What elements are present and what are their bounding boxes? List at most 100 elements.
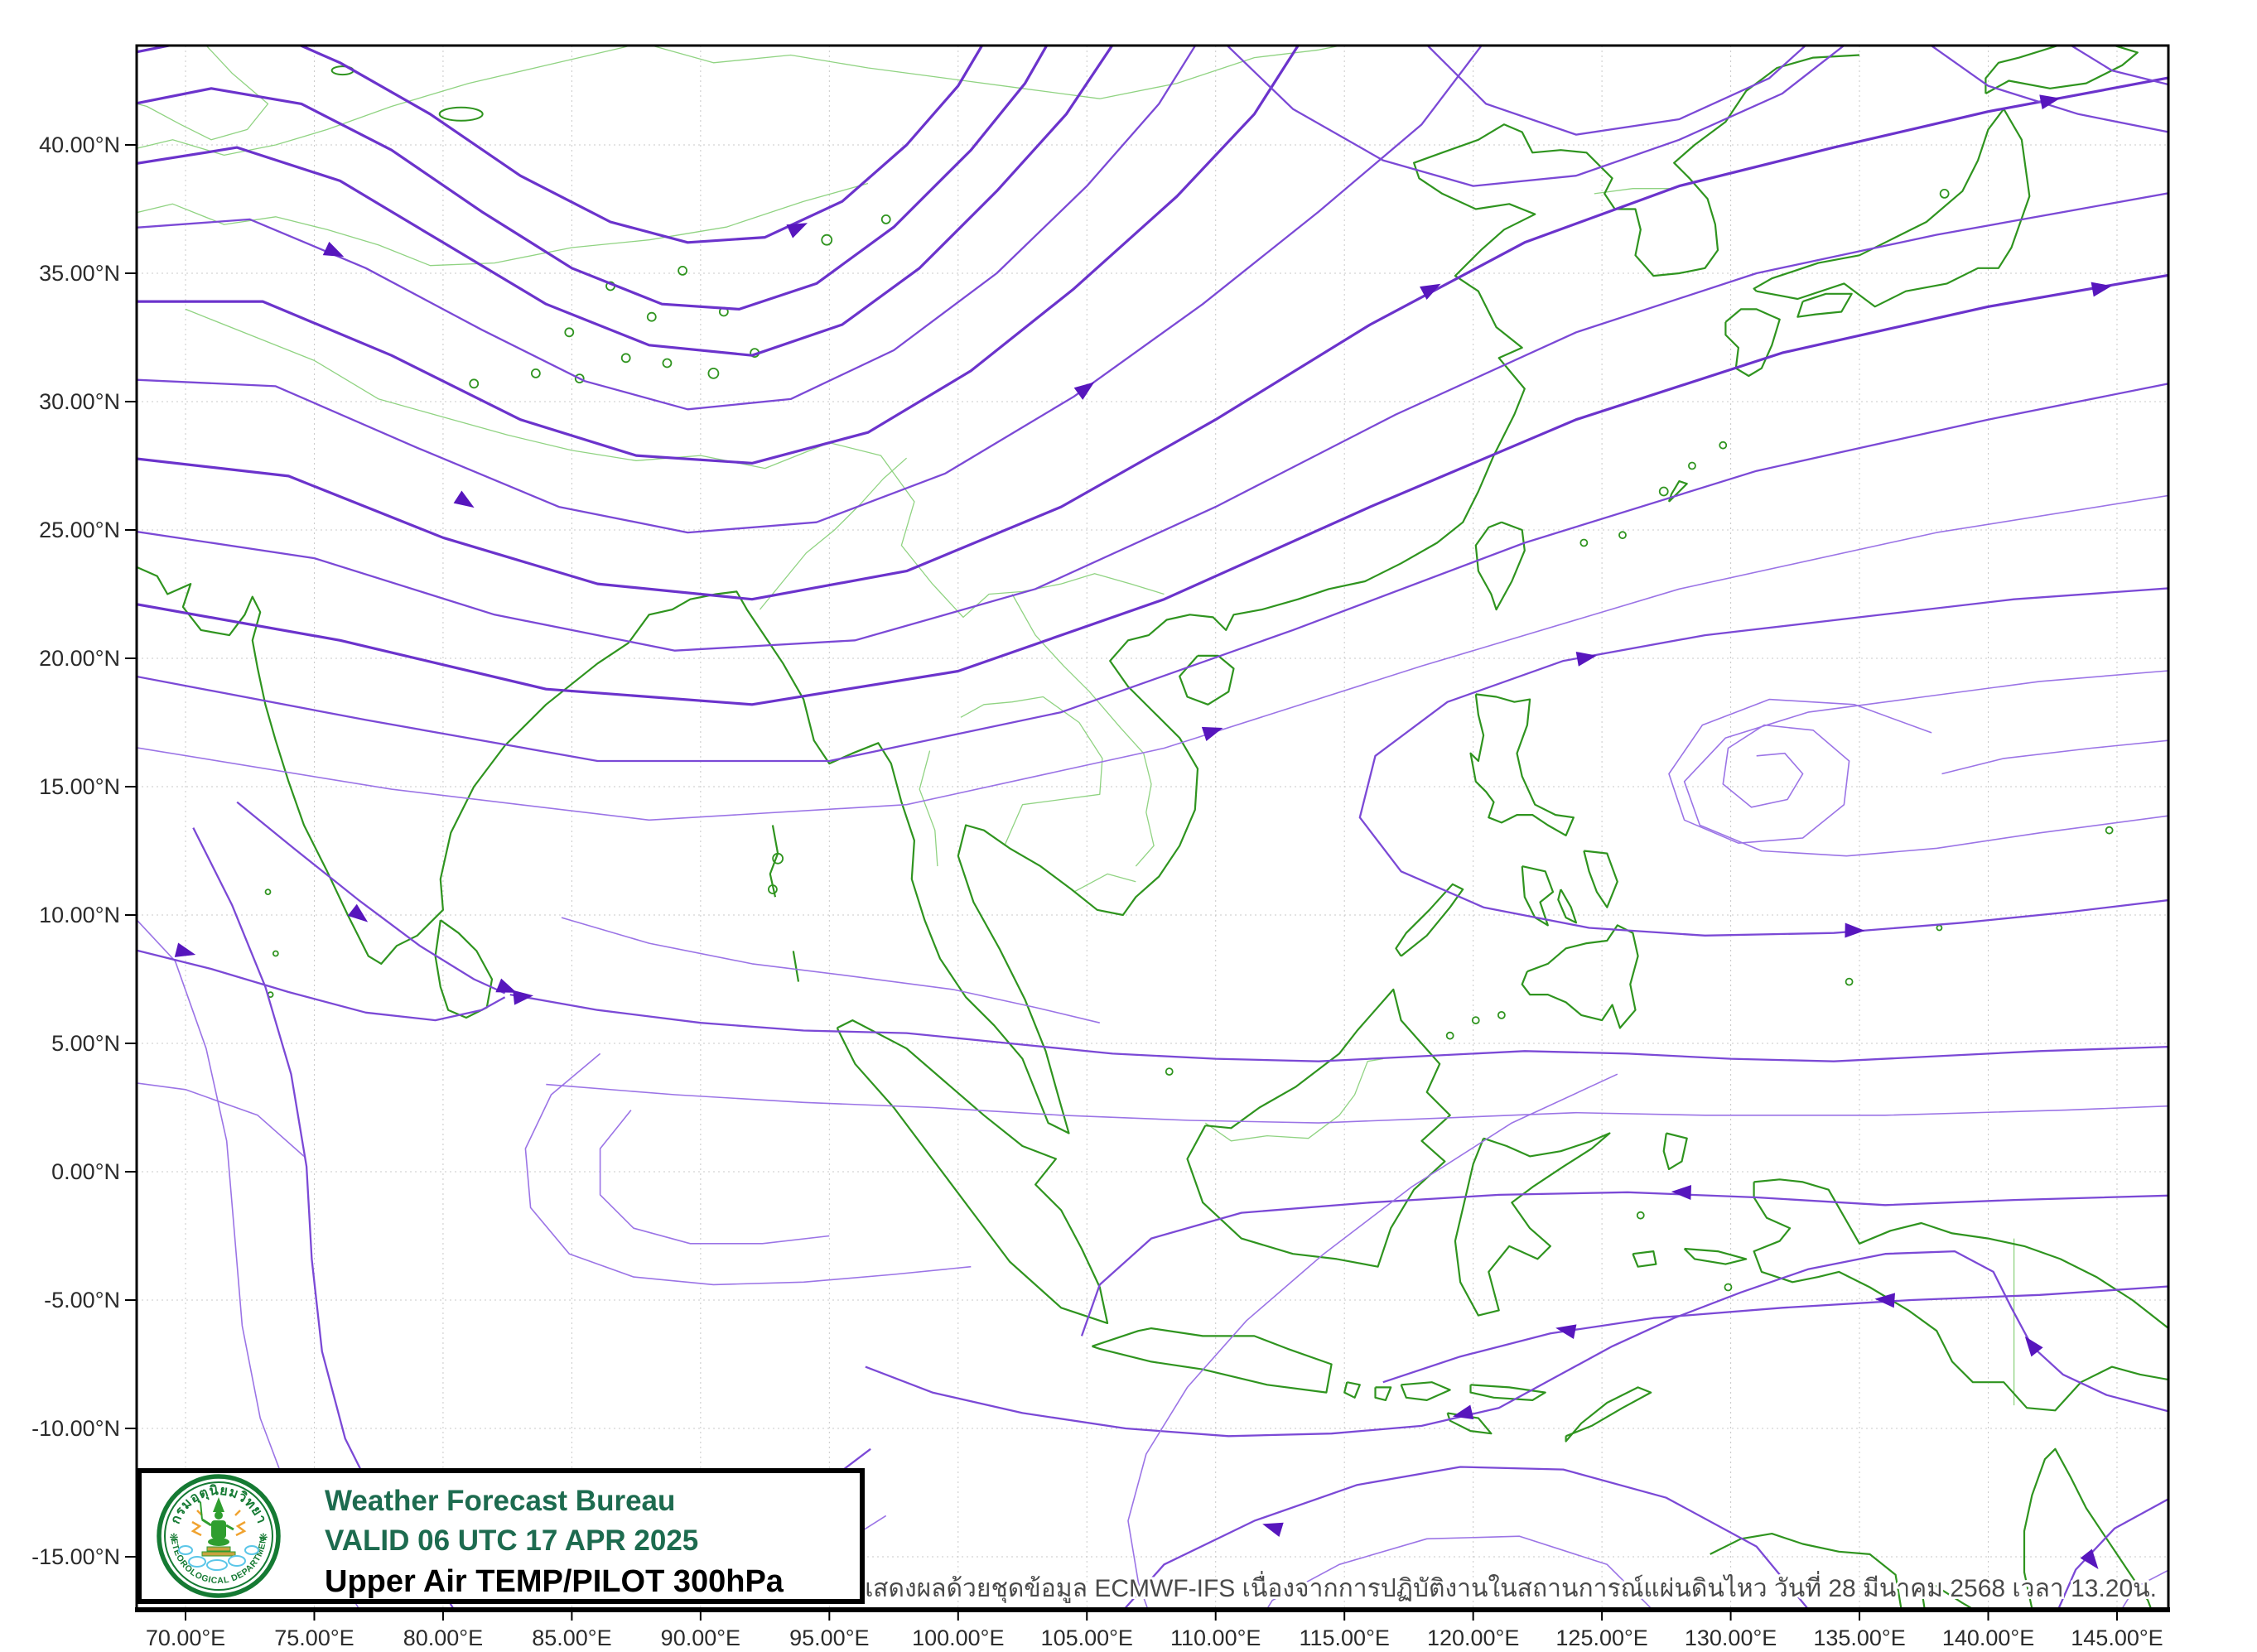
streamline-path (1941, 739, 2168, 775)
coastline-path (1454, 1132, 1611, 1317)
small-islands (264, 188, 2114, 1292)
wind-direction-arrows (174, 94, 2112, 1569)
wind-arrow-icon (174, 942, 196, 957)
island-outline (1579, 538, 1589, 547)
lon-tick-label: 80.00°E (403, 1626, 483, 1650)
streamline-path (137, 46, 984, 244)
coastline-path (1724, 308, 1781, 378)
wind-arrow-icon (513, 990, 533, 1005)
streamline-path (137, 1082, 305, 1157)
island-outline (1688, 461, 1696, 470)
lat-tick-label: 15.00°N (39, 774, 120, 799)
lon-tick-label: 70.00°E (146, 1626, 225, 1650)
lat-tick-label: -5.00°N (44, 1288, 120, 1312)
coastline-path (1557, 889, 1578, 924)
lat-tick-label: 20.00°N (39, 646, 120, 671)
wind-arrow-icon (2080, 1548, 2099, 1569)
island-outline (1939, 188, 1950, 199)
streamline-path (865, 1250, 2168, 1438)
coastline-path (1753, 1182, 2168, 1412)
lat-tick-label: 5.00°N (51, 1031, 120, 1056)
wind-arrow-icon (1201, 726, 1223, 742)
streamline-path (1668, 698, 1932, 845)
island-outline (662, 358, 673, 368)
wind-arrow-icon (495, 978, 518, 993)
logo-left-ornament-icon: ❋ (170, 1531, 179, 1544)
coastline-path (1667, 479, 1688, 503)
lon-tick-label: 95.00°E (789, 1626, 869, 1650)
island-outline (469, 378, 480, 389)
lon-tick-label: 140.00°E (1942, 1626, 2034, 1650)
coastline-path (1796, 292, 1853, 318)
wind-arrow-icon (2039, 94, 2061, 110)
island-outline (1719, 441, 1728, 450)
coastline-path (1469, 1384, 1546, 1402)
wind-arrow-icon (1575, 652, 1597, 667)
streamline-path (137, 192, 2168, 652)
coastline-path (1521, 865, 1555, 927)
streamline-path (137, 46, 1197, 411)
streamline-path (2057, 1498, 2168, 1609)
streamline-path (524, 1052, 972, 1286)
coastline-path (1400, 1381, 1451, 1402)
coastline-path (1683, 1247, 1748, 1265)
coastline-path (1565, 1386, 1652, 1442)
lon-tick-label: 135.00°E (1813, 1626, 1905, 1650)
island-outline (1618, 531, 1627, 540)
wind-streamlines (137, 46, 2168, 1609)
island-outline (264, 889, 272, 895)
island-outline (772, 852, 784, 865)
coastline-path (1753, 1178, 2168, 1329)
lat-tick-label: 40.00°N (39, 132, 120, 157)
border-path (1073, 873, 1136, 893)
coastline-path (1710, 1532, 1903, 1609)
streamline-path (137, 494, 2168, 821)
lat-tick-label: -15.00°N (31, 1544, 120, 1569)
wind-arrow-icon (1555, 1324, 1577, 1339)
lat-tick-label: 30.00°N (39, 389, 120, 414)
lon-tick-label: 105.00°E (1041, 1626, 1133, 1650)
lon-tick-label: 115.00°E (1299, 1626, 1389, 1650)
streamline-path (561, 917, 1100, 1023)
streamline-path (1226, 46, 1846, 187)
map-plot-area (137, 46, 2168, 1609)
coastline-path (1662, 1132, 1688, 1171)
streamline-path (509, 993, 2168, 1062)
coastline-path (1343, 1381, 1361, 1399)
coastline-path (1186, 988, 1451, 1268)
logo-deity-icon (200, 1497, 236, 1557)
logo-right-ornament-icon: ❋ (259, 1531, 268, 1544)
coastline-path (1092, 1327, 1333, 1394)
wind-arrow-icon (1671, 1184, 1692, 1200)
island-outline (1936, 924, 1943, 932)
coastline-path (1583, 850, 1618, 908)
lon-tick-label: 125.00°E (1555, 1626, 1647, 1650)
coastline-path (836, 1019, 1109, 1325)
streamline-path (137, 46, 1483, 534)
streamline-path (137, 949, 506, 1022)
island-outline (678, 265, 687, 276)
lon-tick-label: 145.00°E (2071, 1626, 2163, 1650)
product-level-label: Upper Air TEMP/PILOT 300hPa (325, 1564, 784, 1599)
streamline-path (1358, 587, 2168, 937)
wind-arrow-icon (2024, 1336, 2043, 1357)
longitude-axis: 70.00°E 75.00°E 80.00°E 85.00°E 90.00°E 95.00… (146, 1610, 2163, 1650)
island-outline (707, 367, 720, 379)
grid-lines (137, 46, 2168, 1609)
wind-arrow-icon (1420, 283, 1441, 300)
coastline-path (1474, 521, 1526, 611)
lat-tick-label: -10.00°N (31, 1416, 120, 1441)
wind-arrow-icon (322, 241, 345, 258)
coastline-path (1179, 654, 1235, 706)
island-outline (1724, 1283, 1733, 1292)
lat-tick-label: 0.00°N (51, 1159, 120, 1184)
streamline-path (1929, 46, 2168, 133)
bureau-title: Weather Forecast Bureau (325, 1485, 675, 1517)
streamline-path (1123, 1466, 1810, 1609)
lon-tick-label: 110.00°E (1170, 1626, 1261, 1650)
coastline-path (2023, 1447, 2153, 1609)
coastline-path (1521, 924, 1639, 1029)
streamline-path (137, 46, 1049, 311)
